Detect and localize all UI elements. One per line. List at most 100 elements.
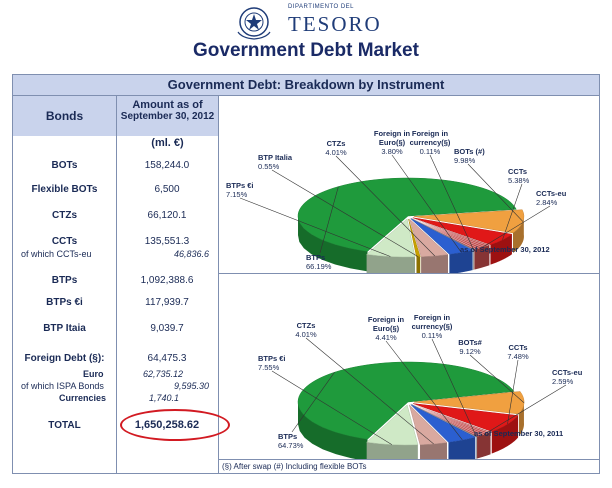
pie-slice-hatch [411,403,487,434]
pie-slice-side-btpsei [366,254,416,273]
pie-as-of-label: as of September 30, 2012 [460,245,550,254]
pie-leader-line-ccts [502,183,523,240]
pie-leader-line-ctzs [335,155,435,257]
pie-value-btps: 66.19% [306,262,332,271]
pie-slice-ctzs [408,218,449,257]
pie-label-foreign_curr: currency(§) [412,322,453,331]
pie-label-bots: BOTs (#) [454,147,485,156]
pie-leader-line-btps [319,186,339,254]
pie-label-foreign_euro: Foreign in [368,315,405,324]
footnote: (§) After swap (#) Including flexible BO… [218,459,599,473]
row-sublabel-currencies: Currencies [59,393,107,403]
pie-slice-btp_italia [408,218,421,258]
row-label-ccts: CCTs [51,236,78,247]
row-value-btp-italia: 9,039.7 [150,323,184,334]
pie-slice-side-bots [512,214,524,253]
row-sublabel-ispa: of which ISPA Bonds [21,381,104,391]
pie-slice-foreign_euro [410,404,477,443]
pie-label-foreign_euro: Foreign in [374,129,411,138]
column-header-bonds: Bonds [13,96,116,136]
pie-value-btpsei: 7.55% [258,363,280,372]
pie-slice-side-ctzs [420,442,447,459]
pie-label-foreign_curr: Foreign in [414,313,451,322]
row-sublabel-cctseu: of which CCTs-eu [21,249,92,259]
pie-value-ctzs: 4.01% [295,330,317,339]
pie-slice-side-ccts [490,234,512,265]
pie-value-ccts: 7.48% [507,352,529,361]
row-label-btp-italia: BTP Itaia [43,323,86,334]
pie-value-ctzs: 4.01% [325,148,347,157]
pie-slice-side-bots [518,400,524,437]
pie-leader-line-bots [467,163,524,222]
pie-leader-line-btpsei [239,197,391,257]
pie-label-ccts: CCTs [508,343,527,352]
column-header-amount: Amount as of September 30, 2012 [117,96,218,136]
brand-name: TESORO [288,12,382,36]
row-label-total: TOTAL [48,420,81,431]
pie-value-btp_italia: 0.55% [258,162,280,171]
pie-slice-side-ccts [491,415,519,454]
pie-slice-foreign_curr [411,218,475,251]
pie-label-foreign_euro: Euro(§) [373,324,400,333]
unit-label: (ml. €) [151,137,184,149]
pie-value-cctseu: 2.84% [536,198,558,207]
pie-slice-side-foreign_euro [449,250,473,273]
row-value-bots: 158,244.0 [144,160,190,171]
pie-slice-side-btp_italia [416,256,421,273]
pie-leader-line-btp_italia [271,169,419,258]
pie-leader-line-bots [469,354,525,404]
row-subvalue-euro: 62,735.12 [142,369,183,379]
amount-header-line2: September 30, 2012 [120,111,215,122]
pie-leader-line-cctseu [483,384,567,435]
pie-slice-hatch [411,403,479,437]
row-value-flex-bots: 6,500 [154,184,180,195]
row-sublabel-euro: Euro [83,369,104,379]
row-label-btps: BTPs [51,275,78,286]
pie-label-foreign_euro: Euro(§) [379,138,406,147]
pie-slice-hatch [411,218,489,247]
pie-slice-hatch [411,218,486,247]
pie-slice-side-ctzs [421,254,448,273]
pie-label-cctseu: CCTs-eu [552,368,583,377]
row-value-foreign: 64,475.3 [147,353,187,364]
pie-leader-line-ctzs [305,337,434,445]
pie-leader-line-ccts [507,359,519,425]
pie-slice-side-foreign_euro [448,437,476,459]
chart-divider [218,273,599,274]
department-label: DIPARTIMENTO DEL [288,4,355,10]
row-value-btps-ei: 117,939.7 [145,297,189,308]
pie-label-foreign_curr: Foreign in [412,129,449,138]
italian-emblem-icon [237,7,271,40]
row-label-btps-ei: BTPs €i [46,297,83,308]
pie-label-btpsei: BTPs €i [258,354,286,363]
debt-breakdown-panel: Government Debt: Breakdown by Instrument… [12,74,600,474]
total-highlight-circle [120,409,230,441]
pie-slice-side-cctseu [477,432,491,459]
pie-leader-line-btpsei [271,370,392,445]
row-label-bots: BOTs [51,160,78,171]
pie-slice-side-cctseu [474,245,490,270]
row-label-foreign: Foreign Debt (§): [24,353,105,364]
pie-label-foreign_curr: currency(§) [410,138,451,147]
pie-value-ccts: 5.38% [508,176,530,185]
pie-label-btpsei: BTPs €i [226,181,254,190]
pie-value-cctseu: 2.59% [552,377,574,386]
pie-slice-hatch [411,403,485,435]
pie-leader-line-foreign_euro [391,154,462,253]
pie-leader-line-btps [291,372,335,433]
pie-as-of-label: as of September 30, 2011 [474,429,563,438]
pie-slice-hatch [411,218,480,249]
pie-slice-side-btps [298,402,368,459]
pie-leader-line-cctseu [481,205,551,248]
pie-slice-btpsei [366,404,419,446]
pie-value-bots: 9.12% [459,347,481,356]
row-subvalue-currencies: 1,740.1 [148,393,179,403]
pie-value-bots: 9.98% [454,156,476,165]
row-label-ctzs: CTZs [52,210,77,221]
pie-value-btpsei: 7.15% [226,190,248,199]
pie-value-foreign_euro: 4.41% [375,333,397,342]
pie-slice-side-foreign_curr [473,249,474,270]
pie-label-ctzs: CTZs [297,321,316,330]
